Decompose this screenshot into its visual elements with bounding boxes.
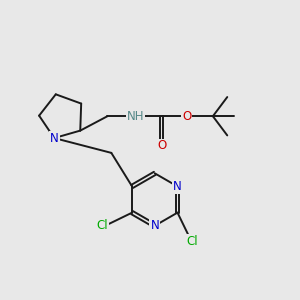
Text: N: N [173, 180, 182, 193]
Text: Cl: Cl [186, 235, 198, 248]
Text: NH: NH [127, 110, 144, 123]
Text: N: N [150, 219, 159, 232]
Text: N: N [50, 132, 58, 145]
Text: Cl: Cl [96, 219, 108, 232]
Text: O: O [182, 110, 191, 123]
Text: O: O [157, 140, 167, 152]
